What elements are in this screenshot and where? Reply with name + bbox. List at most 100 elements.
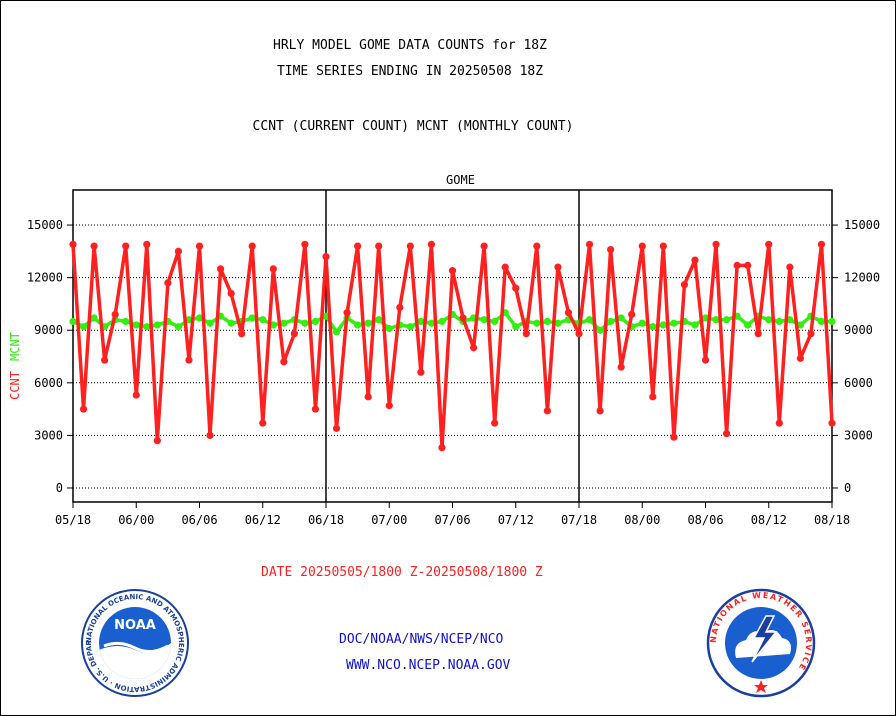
noaa-logo: NATIONAL OCEANIC AND ATMOSPHERIC ADMINIS… [80, 588, 189, 697]
data-point-mcnt [533, 319, 541, 327]
data-point-ccnt [301, 240, 309, 248]
data-point-ccnt [406, 242, 414, 250]
data-point-mcnt [744, 321, 752, 329]
data-point-mcnt [385, 324, 393, 333]
data-point-mcnt [691, 321, 699, 329]
data-point-ccnt [828, 419, 836, 427]
y-tick-label-left: 12000 [27, 271, 63, 285]
data-point-mcnt [311, 317, 320, 326]
data-point-mcnt [280, 319, 288, 327]
data-point-ccnt [786, 263, 794, 271]
data-point-mcnt [585, 316, 594, 324]
data-point-ccnt [69, 240, 77, 248]
x-tick-label: 08/06 [687, 513, 723, 527]
y-tick-label-right: 15000 [844, 218, 880, 232]
data-point-ccnt [343, 309, 351, 317]
data-point-ccnt [364, 393, 372, 401]
data-point-ccnt [765, 240, 773, 248]
y-tick-label-left: 9000 [34, 323, 63, 337]
noaa-logo-text: NOAA [114, 618, 156, 633]
data-point-ccnt [153, 437, 161, 445]
data-point-mcnt [596, 326, 604, 334]
data-point-mcnt [722, 316, 731, 324]
data-point-ccnt [628, 310, 636, 319]
data-point-mcnt [775, 317, 783, 326]
nws-logo: NATIONAL WEATHER SERVICE [706, 588, 816, 698]
data-point-ccnt [744, 261, 752, 269]
data-point-ccnt [227, 289, 235, 298]
data-point-ccnt [733, 261, 741, 269]
data-point-mcnt [554, 319, 562, 327]
data-point-ccnt [375, 242, 383, 250]
y-axis-label: CCNT MCNT [8, 332, 22, 400]
data-point-mcnt [512, 323, 520, 331]
data-point-mcnt [122, 317, 130, 326]
data-point-mcnt [195, 314, 204, 322]
chart-title-line-1: HRLY MODEL GOME DATA COUNTS for 18Z [273, 38, 547, 53]
data-point-mcnt [659, 321, 667, 329]
data-point-ccnt [522, 330, 530, 338]
data-point-ccnt [79, 405, 88, 413]
data-point-mcnt [765, 316, 773, 324]
data-point-ccnt [564, 309, 573, 317]
data-point-ccnt [332, 424, 341, 432]
data-point-mcnt [701, 314, 710, 322]
chart-title-line-2: TIME SERIES ENDING IN 20250508 18Z [276, 64, 544, 79]
y-tick-label-left: 0 [56, 481, 63, 495]
data-point-ccnt [396, 303, 404, 312]
data-point-ccnt [554, 263, 562, 271]
data-point-ccnt [438, 444, 446, 452]
data-point-ccnt [670, 433, 678, 441]
y-tick-label-right: 12000 [844, 271, 880, 285]
data-point-ccnt [269, 265, 277, 273]
data-point-mcnt [364, 319, 372, 327]
url-link[interactable]: WWW.NCO.NCEP.NOAA.GOV [346, 658, 511, 673]
x-tick-label: 06/00 [118, 513, 154, 527]
data-point-ccnt [617, 363, 625, 371]
data-point-ccnt [164, 279, 172, 287]
data-point-mcnt [69, 317, 77, 326]
y-tick-label-left: 15000 [27, 218, 63, 232]
data-point-ccnt [543, 407, 551, 415]
data-point-ccnt [807, 330, 815, 338]
data-point-ccnt [680, 281, 689, 289]
y-tick-label-right: 9000 [844, 323, 873, 337]
data-point-ccnt [101, 356, 109, 364]
data-point-ccnt [649, 393, 657, 401]
data-point-mcnt [90, 314, 98, 322]
x-tick-label: 08/12 [751, 513, 787, 527]
data-point-mcnt [670, 319, 678, 327]
data-point-ccnt [248, 242, 256, 250]
chart-subtitle: GOME [446, 173, 475, 187]
data-point-ccnt [238, 330, 246, 338]
data-point-mcnt [427, 319, 436, 327]
data-point-mcnt [617, 314, 625, 322]
data-point-ccnt [206, 431, 214, 439]
data-point-ccnt [311, 405, 320, 413]
data-point-ccnt [195, 242, 204, 250]
data-point-mcnt [332, 328, 341, 336]
data-point-ccnt [701, 356, 710, 364]
data-point-ccnt [480, 242, 488, 250]
data-point-mcnt [417, 317, 425, 326]
data-point-ccnt [354, 242, 362, 250]
data-point-mcnt [638, 319, 646, 327]
data-point-ccnt [712, 240, 720, 248]
data-point-ccnt [427, 240, 436, 248]
data-point-ccnt [259, 419, 267, 427]
data-point-ccnt [385, 401, 393, 410]
data-point-ccnt [111, 310, 119, 319]
data-point-mcnt [480, 316, 488, 324]
y-tick-label-right: 6000 [844, 376, 873, 390]
data-point-mcnt [406, 323, 414, 331]
plot-border [72, 189, 833, 503]
data-point-ccnt [775, 419, 783, 427]
data-point-mcnt [796, 321, 804, 329]
x-tick-label: 07/00 [371, 513, 407, 527]
data-point-ccnt [512, 284, 520, 292]
data-point-mcnt [828, 317, 836, 326]
data-point-ccnt [459, 314, 467, 322]
data-point-ccnt [417, 368, 425, 376]
data-point-mcnt [438, 317, 446, 326]
x-tick-label: 07/12 [498, 513, 534, 527]
